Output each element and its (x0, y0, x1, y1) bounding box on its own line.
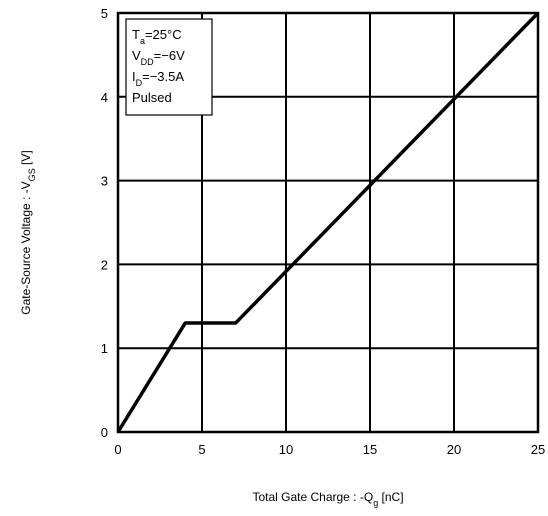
y-axis-label-unit: [V] (19, 150, 33, 168)
legend-line-main: I (132, 69, 136, 84)
y-tick-label: 4 (101, 90, 108, 105)
legend-line: Ta=25°C (132, 27, 182, 46)
legend-line-main: V (132, 48, 141, 63)
legend-line-rest: =−6V (154, 48, 185, 63)
y-axis-label-sub: GS (27, 168, 37, 181)
x-tick-label: 25 (531, 442, 545, 457)
y-tick-label: 2 (101, 257, 108, 272)
legend-lines: Ta=25°C VDD=−6V ID=−3.5A Pulsed (132, 27, 185, 105)
x-tick-label: 15 (363, 442, 377, 457)
legend-line: ID=−3.5A (132, 69, 184, 88)
series-layer (116, 11, 540, 433)
x-axis-label-sub: g (373, 498, 378, 508)
x-tick-label: 20 (447, 442, 461, 457)
x-axis-label: Total Gate Charge : -Qg [nC] (252, 490, 403, 508)
x-tick-label: 10 (279, 442, 293, 457)
legend-line-sub: a (140, 36, 145, 46)
legend-line-main: Pulsed (132, 90, 172, 105)
legend-line-rest: =−3.5A (142, 69, 184, 84)
legend-line-rest: =25°C (145, 27, 182, 42)
x-axis-label-unit: [nC] (378, 490, 403, 504)
x-tick-label: 0 (114, 442, 121, 457)
y-tick-label: 5 (101, 6, 108, 21)
legend-line-sub: DD (141, 57, 154, 67)
grid-lines (118, 13, 538, 432)
y-tick-label: 3 (101, 174, 108, 189)
y-tick-labels: 0 1 2 3 4 5 (101, 6, 108, 440)
x-axis-label-main: Total Gate Charge : -Q (252, 490, 373, 504)
legend-line: VDD=−6V (132, 48, 185, 67)
y-tick-label: 1 (101, 341, 108, 356)
x-tick-labels: 0 5 10 15 20 25 (114, 442, 545, 457)
legend-box (125, 18, 213, 116)
y-axis-label-main: Gate-Source Voltage : -V (19, 181, 33, 314)
plot-frame (116, 11, 540, 434)
conditions-legend: Ta=25°C VDD=−6V ID=−3.5A Pulsed (125, 18, 213, 116)
y-tick-label: 0 (101, 425, 108, 440)
series-line (116, 11, 540, 433)
x-tick-label: 5 (198, 442, 205, 457)
y-axis-label: Gate-Source Voltage : -VGS [V] (19, 150, 37, 314)
legend-line: Pulsed (132, 90, 172, 105)
legend-line-sub: D (136, 78, 143, 88)
legend-line-main: T (132, 27, 140, 42)
